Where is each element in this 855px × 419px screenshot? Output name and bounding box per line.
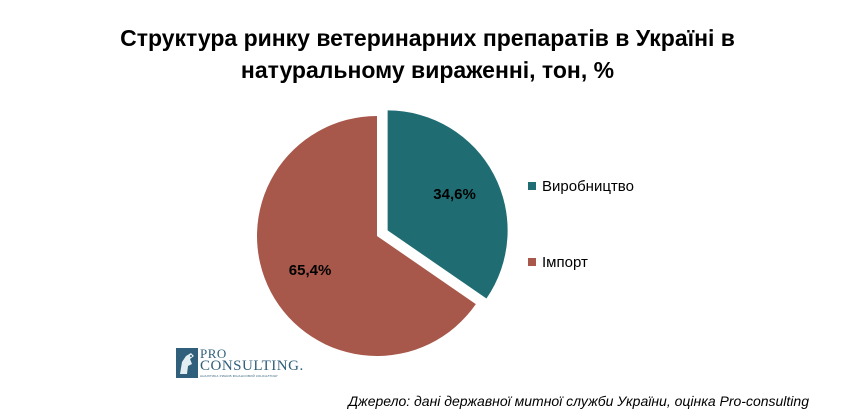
logo-tagline: АНАЛІТИКА РИНКІВ ФІНАНСОВИЙ КОНСАЛТИНГ: [200, 374, 279, 378]
chart-title-line-2: натуральному вираженні, тон, %: [240, 57, 615, 83]
logo-text-pro: PRO: [200, 346, 227, 361]
legend-item-production: Виробництво: [528, 176, 634, 196]
pie-slice-import: [257, 116, 476, 356]
legend-swatch-import: [528, 258, 536, 266]
pie-label-production: 34,6%: [433, 186, 476, 203]
chart-title-line-1: Структура ринку ветеринарних препаратів …: [120, 25, 735, 51]
chart-title: Структура ринку ветеринарних препаратів …: [0, 22, 855, 86]
pie-slice-production: [387, 110, 508, 299]
legend-label-production: Виробництво: [542, 177, 634, 195]
logo-text-consulting: CONSULTING.: [200, 358, 304, 374]
pie-label-import: 65,4%: [289, 262, 332, 279]
source-note: Джерело: дані державної митної служби Ук…: [348, 393, 809, 409]
legend-item-import: Імпорт: [528, 252, 634, 272]
chart-legend: Виробництво Імпорт: [528, 176, 634, 328]
legend-label-import: Імпорт: [542, 253, 588, 271]
pro-consulting-logo: PRO CONSULTING. АНАЛІТИКА РИНКІВ ФІНАНСО…: [176, 346, 303, 380]
legend-swatch-production: [528, 182, 536, 190]
horse-logo-icon: [176, 348, 198, 378]
